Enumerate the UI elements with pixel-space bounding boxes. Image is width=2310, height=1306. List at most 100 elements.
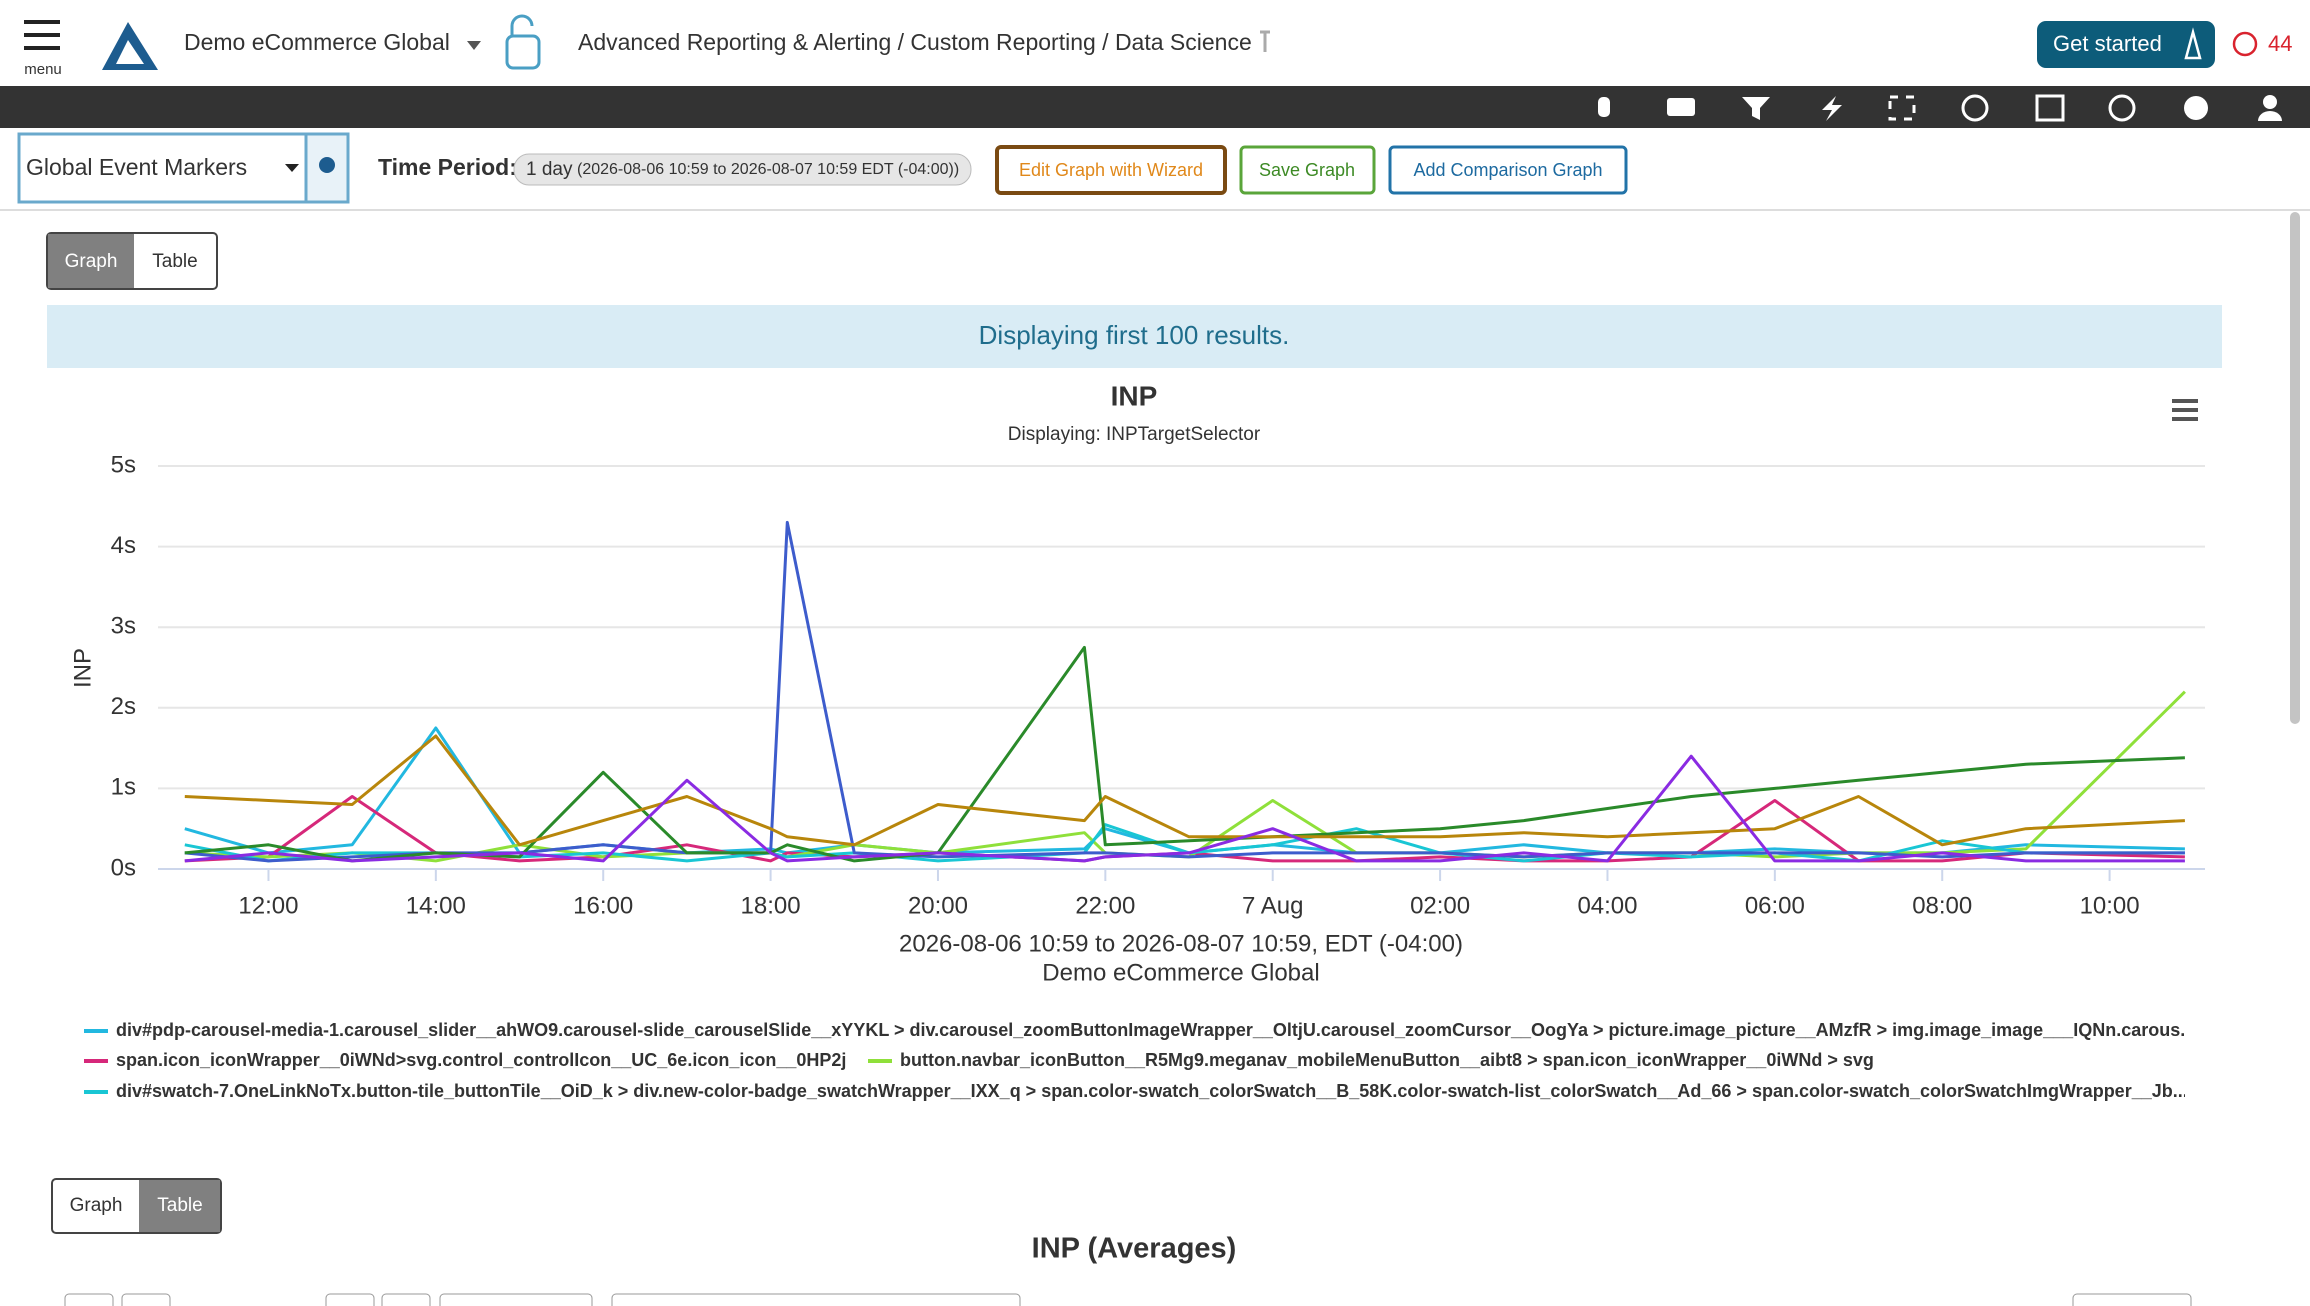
y-tick-label: 3s [111,613,136,640]
rocket-icon [2184,27,2202,60]
menu-bar [2172,417,2198,421]
icon[interactable] [2263,95,2277,109]
x-axis-label: 2026-08-06 10:59 to 2026-08-07 10:59, ED… [899,930,1463,957]
y-tick-label: 4s [111,532,136,559]
event-markers-select[interactable]: Global Event Markers [17,132,350,204]
header [0,0,2310,86]
icon[interactable] [2108,94,2136,122]
button-bg [995,145,1227,195]
button-label: Add Comparison Graph [1413,160,1602,180]
chart-subtitle: Displaying: INPTargetSelector [1008,424,1261,445]
icon[interactable] [1961,94,1989,122]
account-dropdown[interactable] [467,41,481,50]
button-bg [1388,145,1628,195]
button-label: Edit Graph with Wizard [1019,160,1203,180]
menu-bar [2172,408,2198,412]
icon[interactable] [2184,96,2208,120]
logo [102,22,158,70]
pill-bg [513,153,972,186]
button-label: Save Graph [1259,160,1355,180]
lock-icon[interactable] [505,14,541,70]
get-started-button[interactable]: Get started [2037,21,2215,68]
y-tick-label: 5s [111,451,136,478]
icon[interactable] [1822,96,1842,121]
menu-bar [2172,399,2198,403]
save-button[interactable]: Save Graph [1239,145,1376,195]
pin-icon[interactable] [1260,30,1270,52]
legend: div#pdp-carousel-media-1.carousel_slider… [84,1020,2195,1101]
icon[interactable] [2258,111,2282,121]
icon[interactable] [2035,94,2065,122]
x-tick-label: 04:00 [1577,892,1637,919]
toggle-graph[interactable]: Graph [70,1195,123,1216]
table-control[interactable] [121,1293,171,1306]
comparison-button[interactable]: Add Comparison Graph [1388,145,1628,195]
chart-title: INP [1111,380,1158,411]
time-period-label: Time Period: [378,154,517,180]
legend-item[interactable]: div#pdp-carousel-media-1.carousel_slider… [84,1020,2195,1040]
select-arrow [285,164,299,172]
legend-item[interactable]: span.icon_iconWrapper__0iWNd>svg.control… [84,1050,846,1070]
alert-count: 44 [2268,31,2292,56]
account-name[interactable]: Demo eCommerce Global [184,29,450,55]
pin-icon [319,157,335,173]
y-tick-label: 0s [111,854,136,881]
x-tick-label: 16:00 [573,892,633,919]
x-tick-label: 06:00 [1745,892,1805,919]
series-line [184,645,2185,863]
notice: Displaying first 100 results. [979,320,1290,350]
legend-label: button.navbar_iconButton__R5Mg9.meganav_… [900,1050,1874,1070]
legend-label: div#swatch-7.OneLinkNoTx.button-tile_but… [116,1081,2188,1101]
x-tick-label: 12:00 [238,892,298,919]
toggle-table[interactable]: Table [157,1195,202,1216]
table-search[interactable] [611,1293,1021,1306]
y-axis-label: INP [69,648,96,688]
icon-bar [0,86,2310,128]
legend-item[interactable]: div#swatch-7.OneLinkNoTx.button-tile_but… [84,1081,2188,1101]
wizard-button[interactable]: Edit Graph with Wizard [995,145,1227,195]
icon[interactable] [1667,98,1695,116]
lock-shackle [510,14,534,36]
menu-button[interactable]: menu [24,20,62,78]
legend-item[interactable]: button.navbar_iconButton__R5Mg9.meganav_… [868,1050,1874,1070]
legend-label: div#pdp-carousel-media-1.carousel_slider… [116,1020,2195,1040]
select-label: Global Event Markers [26,154,247,180]
time-period-pill[interactable]: 1 day (2026-08-06 10:59 to 2026-08-07 10… [513,153,972,186]
table-control[interactable] [439,1293,593,1306]
icon[interactable] [1742,97,1770,120]
table-control[interactable] [2072,1293,2192,1306]
icon[interactable] [1888,95,1916,121]
toggle-active[interactable] [48,234,134,288]
icon[interactable] [1598,97,1610,117]
menu-bar [24,20,60,24]
legend-label: span.icon_iconWrapper__0iWNd>svg.control… [116,1050,846,1070]
x-axis-sublabel: Demo eCommerce Global [1042,959,1319,986]
x-tick-label: 08:00 [1912,892,1972,919]
alert-icon [2232,31,2258,57]
scrollbar[interactable] [2290,212,2300,724]
alerts[interactable]: 44 [2232,31,2292,57]
table-control[interactable] [325,1293,375,1306]
button-bg [1239,145,1376,195]
y-tick-label: 1s [111,774,136,801]
plot: 0s 1s 2s 3s 4s 5s 12:00 14:00 16:00 18:00 20:00 22:… [111,451,2205,919]
toggle-table[interactable]: Table [152,251,197,272]
series-line [184,734,2185,847]
notice-band [47,305,2222,368]
button-bg [2037,21,2215,68]
y-tick-label: 2s [111,693,136,720]
table-title: INP (Averages) [1032,1233,1237,1265]
time-range: (2026-08-06 10:59 to 2026-08-07 10:59 ED… [577,161,959,178]
time-period: 1 day [526,159,573,180]
x-tick-label: 02:00 [1410,892,1470,919]
x-tick-label: 14:00 [406,892,466,919]
x-tick-label: 7 Aug [1242,892,1303,919]
table-control[interactable] [381,1293,431,1306]
button-label: Get started [2053,31,2162,56]
toggle-graph[interactable]: Graph [65,251,118,272]
menu-bar [24,46,60,50]
table-control[interactable] [64,1293,114,1306]
toggle-active[interactable] [139,1180,220,1232]
chart-menu[interactable] [2172,399,2198,421]
